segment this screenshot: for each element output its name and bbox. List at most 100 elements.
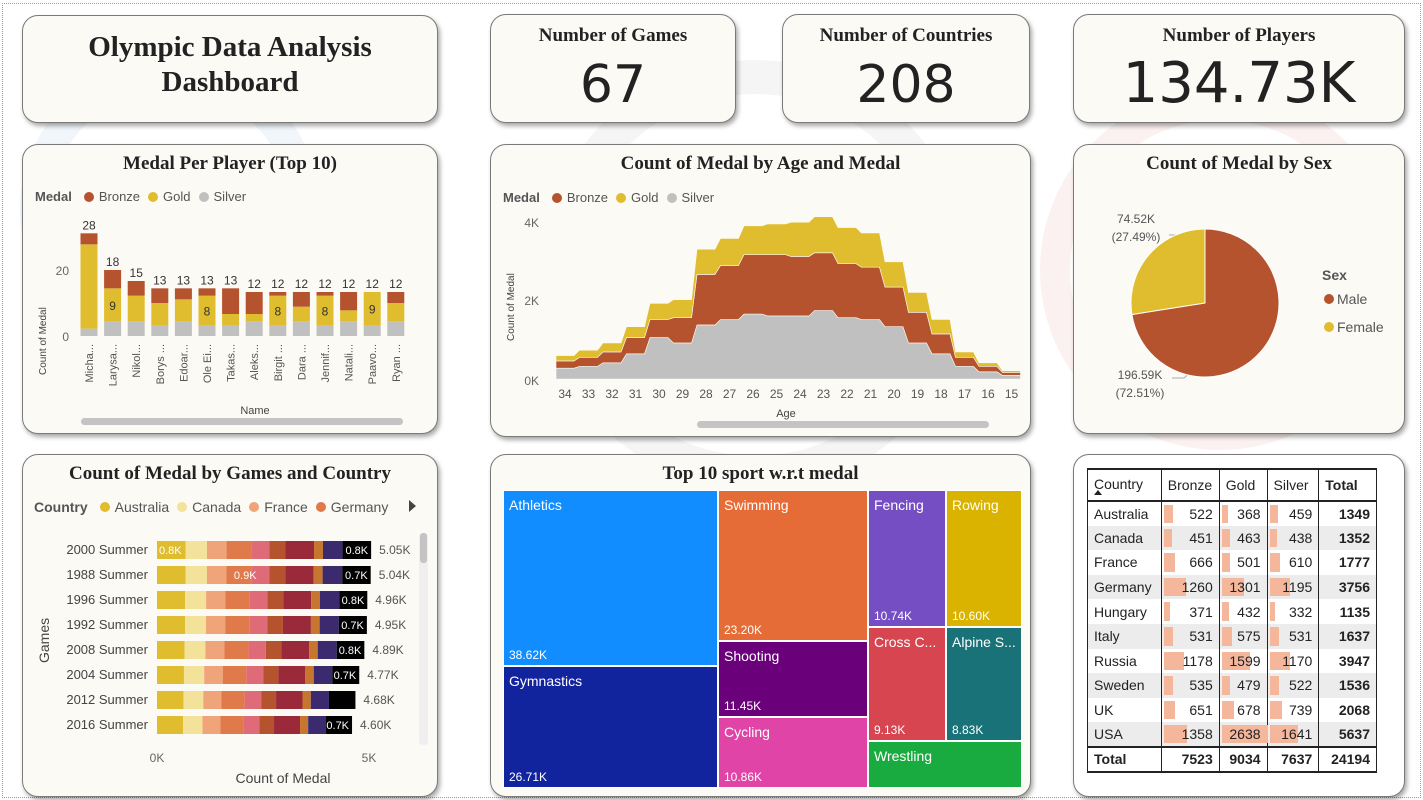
bar-segment-silver (174, 321, 192, 336)
bar-segment-silver (222, 325, 240, 336)
vertical-scrollbar-thumb[interactable] (420, 533, 427, 563)
legend-germany[interactable]: Germany (330, 499, 389, 515)
tile-value: 26.71K (509, 770, 548, 784)
bar-segment (319, 591, 340, 609)
bar-segment-canada (183, 666, 205, 684)
x-tick-label: 25 (770, 387, 784, 401)
kpi-countries-value: 208 (856, 55, 956, 115)
cell-total: 2068 (1318, 697, 1377, 723)
table-row[interactable]: Italy 531 575 531 1637 (1087, 623, 1377, 649)
games-country-card[interactable]: Count of Medal by Games and Country Coun… (22, 454, 438, 797)
bar-segment-france (203, 691, 222, 709)
top-sports-title: Top 10 sport w.r.t medal (662, 463, 859, 484)
cell-data-bar (1221, 553, 1231, 572)
column-header-gold[interactable]: Gold (1218, 468, 1268, 502)
cell-silver: 531 (1266, 623, 1320, 649)
treemap-tile-gymnastics[interactable]: Gymnastics 26.71K (503, 666, 718, 788)
table-row[interactable]: Germany 1260 1301 1195 3756 (1087, 574, 1377, 600)
table-row[interactable]: France 666 501 610 1777 (1087, 550, 1377, 575)
cell-data-bar (1269, 651, 1290, 671)
column-header-bronze[interactable]: Bronze (1160, 468, 1220, 502)
table-row[interactable]: Russia 1178 1599 1170 3947 (1087, 648, 1377, 674)
medal-by-sex-card[interactable]: Count of Medal by Sex 74.52K (27.49%) 19… (1073, 144, 1405, 434)
cell-data-bar (1163, 528, 1172, 548)
cell-total: 1777 (1318, 550, 1377, 575)
gold-dot-icon (148, 191, 159, 202)
cell-silver: 1641 (1266, 722, 1320, 747)
tile-name: Wrestling (874, 748, 933, 764)
bar-segment (342, 566, 371, 584)
legend-bronze[interactable]: Bronze (98, 189, 141, 204)
table-row[interactable]: Sweden 535 479 522 1536 (1087, 673, 1377, 698)
table-total-row: Total 7523 9034 7637 24194 (1087, 745, 1377, 773)
cell-gold: 1301 (1218, 574, 1268, 600)
legend-canada[interactable]: Canada (192, 499, 242, 515)
treemap-tile-alpine-skiing[interactable]: Alpine S... 8.83K (946, 627, 1022, 741)
y-axis-title: Count of Medal (38, 307, 49, 375)
bar-segment-bronze (387, 292, 405, 303)
horizontal-scrollbar[interactable] (81, 418, 403, 425)
cell-bronze: 535 (1160, 673, 1220, 698)
bar-segment-gold (292, 306, 310, 322)
x-tick-label: Borys ... (155, 344, 167, 384)
segment-label: 0.7K (345, 570, 368, 582)
treemap-tile-shooting[interactable]: Shooting 11.45K (718, 641, 868, 717)
column-header-total[interactable]: Total (1318, 468, 1377, 502)
legend-gold[interactable]: Gold (631, 190, 659, 205)
bar-segment-bronze (222, 288, 240, 314)
legend-female[interactable]: Female (1337, 319, 1384, 335)
cell-gold: 501 (1218, 550, 1268, 575)
table-row[interactable]: Hungary 371 432 332 1135 (1087, 599, 1377, 624)
treemap-tile-swimming[interactable]: Swimming 23.20K (718, 490, 868, 641)
bar-segment (311, 591, 320, 609)
legend-gold[interactable]: Gold (163, 189, 191, 204)
kpi-games-value: 67 (579, 55, 647, 115)
table-row[interactable]: Canada 451 463 438 1352 (1087, 525, 1377, 551)
bar-gold-label: 8 (322, 304, 329, 318)
bar-segment-canada (183, 716, 203, 734)
x-tick-label: 30 (652, 387, 666, 401)
bar-segment-australia (157, 591, 186, 609)
bar-segment (326, 716, 353, 734)
bar-segment-gold (245, 314, 263, 322)
legend-next-arrow-icon[interactable] (409, 500, 416, 512)
bar-segment (251, 566, 270, 584)
bar-total-label: 5.04K (379, 568, 410, 582)
table-row[interactable]: Australia 522 368 459 1349 (1087, 501, 1377, 526)
y-tick-label: 2012 Summer (66, 692, 148, 707)
treemap-tile-cross-country[interactable]: Cross C... 9.13K (868, 627, 946, 741)
bar-segment (249, 616, 268, 634)
dashboard-frame (2, 3, 1421, 798)
treemap-tile-rowing[interactable]: Rowing 10.60K (946, 490, 1022, 627)
legend-silver[interactable]: Silver (681, 190, 715, 205)
legend-bronze[interactable]: Bronze (566, 190, 609, 205)
bar-segment-silver (316, 325, 334, 336)
medal-by-age-card[interactable]: Count of Medal by Age and Medal Medal Br… (490, 144, 1031, 437)
treemap-tile-cycling[interactable]: Cycling 10.86K (718, 717, 868, 788)
bar-segment (302, 691, 311, 709)
cell-silver: 1170 (1266, 648, 1320, 674)
legend-france[interactable]: France (264, 499, 308, 515)
male-pct-label: (72.51%) (1116, 386, 1165, 400)
treemap-tile-fencing[interactable]: Fencing 10.74K (868, 490, 946, 627)
horizontal-scrollbar[interactable] (697, 421, 989, 428)
medal-per-player-card[interactable]: Medal Per Player (Top 10) Medal Bronze G… (22, 144, 438, 434)
bar-segment-gold (80, 244, 98, 329)
top-sports-card[interactable]: Top 10 sport w.r.t medal Athletics 38.62K… (490, 454, 1031, 797)
segment-label: 0.8K (339, 645, 362, 657)
treemap-tile-wrestling[interactable]: Wrestling (868, 741, 1022, 788)
table-row[interactable]: USA 1358 2638 1641 5637 (1087, 722, 1377, 747)
bar-total-label: 12 (295, 277, 309, 291)
bar-segment-gold (387, 303, 405, 322)
treemap-tile-athletics[interactable]: Athletics 38.62K (503, 490, 718, 666)
female-value-label: 74.52K (1117, 212, 1155, 226)
legend-silver[interactable]: Silver (213, 189, 247, 204)
segment-label: 0.9K (234, 570, 257, 582)
column-header-country[interactable]: Country (1087, 468, 1162, 502)
legend-australia[interactable]: Australia (114, 499, 170, 515)
table-row[interactable]: UK 651 678 739 2068 (1087, 697, 1377, 723)
column-header-silver[interactable]: Silver (1266, 468, 1320, 502)
segment-label: 0.8K (159, 545, 182, 557)
legend-male[interactable]: Male (1337, 291, 1368, 307)
bar-segment-france (206, 591, 226, 609)
